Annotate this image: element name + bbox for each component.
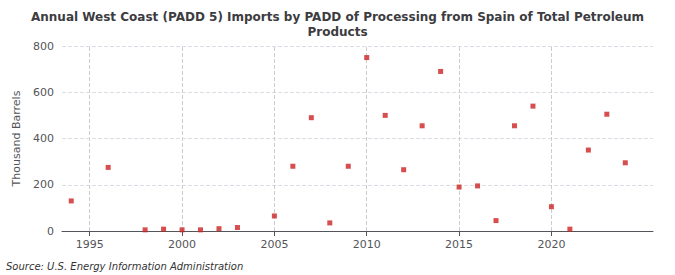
svg-text:800: 800 [33, 40, 54, 53]
svg-text:1995: 1995 [76, 238, 104, 251]
svg-text:2015: 2015 [445, 238, 473, 251]
svg-text:0: 0 [47, 225, 54, 238]
svg-text:Thousand Barrels: Thousand Barrels [10, 90, 23, 187]
svg-text:200: 200 [33, 178, 54, 191]
svg-text:2010: 2010 [353, 238, 381, 251]
svg-text:2005: 2005 [260, 238, 288, 251]
svg-text:600: 600 [33, 86, 54, 99]
svg-text:2020: 2020 [537, 238, 565, 251]
svg-text:Source: U.S. Energy Informatio: Source: U.S. Energy Information Administ… [6, 261, 243, 272]
svg-text:Annual West Coast (PADD 5) Imp: Annual West Coast (PADD 5) Imports by PA… [31, 10, 644, 24]
svg-text:Products: Products [307, 25, 367, 39]
svg-text:400: 400 [33, 132, 54, 145]
svg-text:2000: 2000 [168, 238, 196, 251]
